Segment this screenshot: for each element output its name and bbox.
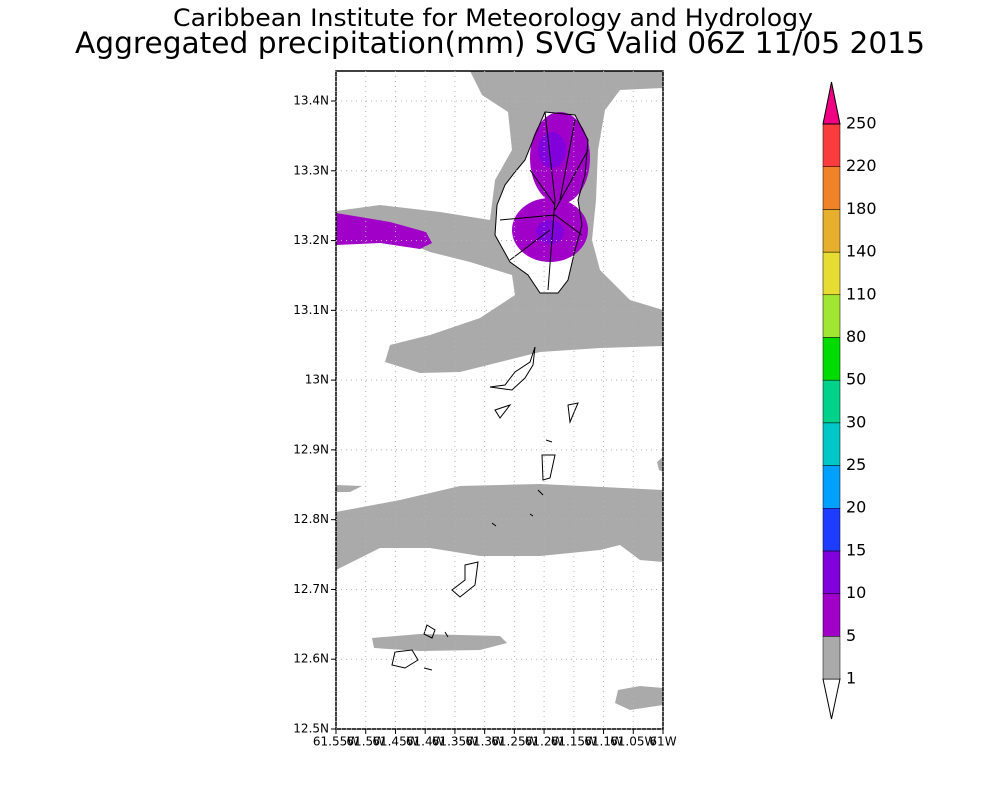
colorbar-label: 5 bbox=[846, 626, 856, 645]
precip-area bbox=[372, 634, 507, 651]
colorbar-band bbox=[822, 593, 841, 637]
colorbar-label: 250 bbox=[846, 114, 877, 133]
y-tick-label: 13.2N bbox=[293, 233, 329, 247]
colorbar-band bbox=[822, 294, 841, 338]
precip-area bbox=[336, 213, 432, 249]
y-tick-label: 12.9N bbox=[293, 442, 329, 456]
subtitle: Aggregated precipitation(mm) SVG Valid 0… bbox=[75, 26, 925, 60]
precip-area bbox=[615, 686, 663, 710]
colorbar-band bbox=[822, 166, 841, 210]
colorbar-label: 110 bbox=[846, 284, 877, 303]
colorbar-label: 10 bbox=[846, 583, 866, 602]
island-outline bbox=[494, 111, 589, 294]
x-tick-label: 61.5W bbox=[346, 735, 385, 749]
colorbar-band bbox=[822, 337, 841, 381]
x-tick-label: 61.25W bbox=[491, 735, 537, 749]
x-tick-label: 61.05W bbox=[610, 735, 656, 749]
x-tick-label: 61.1W bbox=[584, 735, 623, 749]
colorbar-label: 140 bbox=[846, 242, 877, 261]
x-tick-label: 61.2W bbox=[525, 735, 564, 749]
precip-area bbox=[536, 220, 564, 244]
y-tick-label: 13.3N bbox=[293, 163, 329, 177]
y-tick-label: 12.6N bbox=[293, 652, 329, 666]
colorbar-band bbox=[822, 465, 841, 509]
precip-area bbox=[336, 484, 663, 570]
map-frame bbox=[335, 70, 664, 730]
x-tick-label: 61.55W bbox=[313, 735, 359, 749]
map-layers bbox=[335, 70, 664, 730]
colorbar-band bbox=[822, 209, 841, 253]
colorbar-band bbox=[822, 550, 841, 594]
colorbar-label: 220 bbox=[846, 156, 877, 175]
precip-fields bbox=[336, 71, 663, 710]
y-tick-label: 12.8N bbox=[293, 512, 329, 526]
y-tick-label: 13.4N bbox=[293, 94, 329, 108]
colorbar-band bbox=[822, 636, 841, 680]
x-tick-label: 61.35W bbox=[432, 735, 478, 749]
precip-area bbox=[657, 457, 663, 472]
colorbar-band bbox=[822, 507, 841, 552]
colorbar-label: 180 bbox=[846, 199, 877, 218]
x-tick-label: 61.4W bbox=[406, 735, 445, 749]
colorbar-band bbox=[822, 251, 841, 296]
y-tick-label: 13.1N bbox=[293, 303, 329, 317]
x-tick-label: 61.15W bbox=[551, 735, 597, 749]
colorbar-label: 80 bbox=[846, 327, 866, 346]
colorbar-label: 1 bbox=[846, 669, 856, 688]
precip-area bbox=[336, 485, 362, 492]
x-tick-label: 61.45W bbox=[372, 735, 418, 749]
colorbar-low bbox=[822, 678, 841, 720]
colorbar-band bbox=[822, 123, 841, 167]
y-tick-label: 12.5N bbox=[293, 722, 329, 736]
island-outline bbox=[391, 346, 579, 671]
colorbar-label: 20 bbox=[846, 498, 866, 517]
title: Caribbean Institute for Meteorology and … bbox=[173, 4, 813, 32]
y-tick-label: 13N bbox=[305, 373, 329, 387]
y-tick-label: 12.7N bbox=[293, 582, 329, 596]
colorbar-label: 50 bbox=[846, 370, 866, 389]
colorbar-label: 30 bbox=[846, 412, 866, 431]
colorbar-label: 15 bbox=[846, 540, 866, 559]
colorbar-band bbox=[822, 422, 841, 466]
precip-area bbox=[538, 132, 566, 168]
colorbar-high bbox=[822, 81, 841, 125]
x-tick-label: 61.3W bbox=[465, 735, 504, 749]
precip-area bbox=[620, 545, 663, 562]
colorbar-band bbox=[822, 379, 841, 424]
colorbar-label: 25 bbox=[846, 455, 866, 474]
x-tick-label: 61W bbox=[649, 735, 676, 749]
